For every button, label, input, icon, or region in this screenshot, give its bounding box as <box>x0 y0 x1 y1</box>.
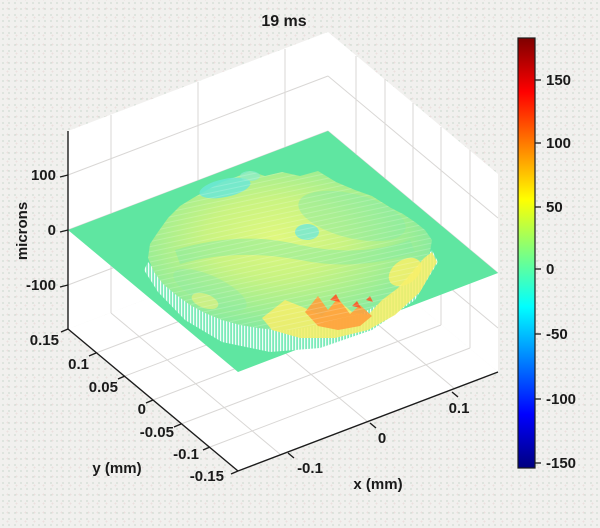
z-tick-label: 0 <box>48 222 56 239</box>
y-tick-label: 0.05 <box>89 379 118 396</box>
colorbar-tick-label: -50 <box>546 326 568 343</box>
colorbar-ticks <box>535 79 541 464</box>
z-tick-label: -100 <box>26 277 56 294</box>
z-tick-label: 100 <box>31 167 56 184</box>
y-tick-label: 0 <box>138 401 146 418</box>
x-tick-label: 0.1 <box>449 400 470 417</box>
x-axis-line <box>237 371 499 472</box>
colorbar-tick-label: 50 <box>546 199 563 216</box>
y-axis-tick <box>202 446 211 451</box>
grid-line <box>180 324 442 425</box>
colorbar-tick-label: 150 <box>546 72 571 89</box>
y-axis-tick <box>88 352 97 357</box>
colorbar: 150 100 50 0 -50 -100 -150 <box>517 37 576 472</box>
colorbar-gradient <box>517 37 536 469</box>
axes <box>59 131 499 475</box>
x-axis-tick <box>287 452 295 459</box>
colorbar-tick-label: -150 <box>546 455 576 472</box>
y-axis-tick <box>230 470 239 475</box>
z-axis-tick <box>59 174 69 178</box>
z-axis-tick <box>59 284 69 288</box>
x-axis-tick <box>369 422 377 429</box>
y-axis-tick <box>145 399 154 404</box>
y-tick-label: -0.15 <box>190 468 224 485</box>
x-tick-label: -0.1 <box>297 460 323 477</box>
y-axis-tick <box>117 375 126 380</box>
membrane-texture <box>148 171 432 330</box>
y-tick-label: -0.1 <box>173 446 199 463</box>
y-axis-tick <box>173 423 182 428</box>
x-axis-label: x (mm) <box>353 476 402 493</box>
y-tick-label: 0.1 <box>68 356 89 373</box>
colorbar-tick-label: 0 <box>546 261 554 278</box>
x-tick-label: 0 <box>378 430 386 447</box>
z-axis-tick <box>59 229 69 233</box>
grid-line <box>209 347 471 448</box>
z-axis-label: microns <box>14 202 31 260</box>
colorbar-tick-label: 100 <box>546 135 571 152</box>
y-axis-label: y (mm) <box>92 460 141 477</box>
x-axis-tick <box>451 391 459 398</box>
y-axis-tick <box>60 328 69 333</box>
plot-title: 19 ms <box>261 13 306 30</box>
y-tick-label: -0.05 <box>140 424 174 441</box>
y-tick-label: 0.15 <box>30 332 59 349</box>
colorbar-tick-label: -100 <box>546 391 576 408</box>
